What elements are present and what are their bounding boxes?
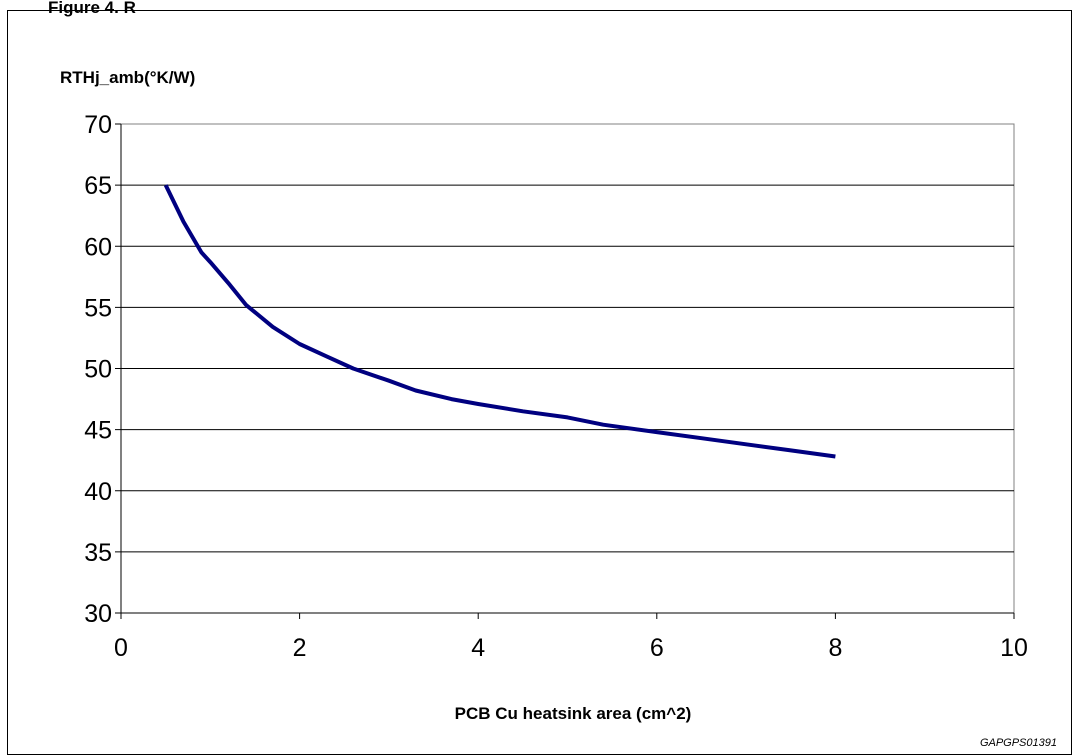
x-tick-label: 4 bbox=[471, 634, 485, 662]
figure-frame: Figure 4. R RTHj_amb(°K/W) 30 35 40 45 50 55 6… bbox=[7, 0, 1072, 755]
x-tick-label: 10 bbox=[1000, 634, 1028, 662]
y-tick-label: 45 bbox=[84, 417, 112, 445]
y-tick-label: 30 bbox=[84, 600, 112, 628]
figure-code: GAPGPS01391 bbox=[979, 737, 1057, 749]
x-axis-label: PCB Cu heatsink area (cm^2) bbox=[454, 704, 692, 723]
y-tick-label: 40 bbox=[84, 478, 112, 506]
y-tick-label: 35 bbox=[84, 539, 112, 567]
y-axis-label: RTHj_amb(°K/W) bbox=[60, 68, 196, 87]
x-tick-label: 2 bbox=[293, 634, 307, 662]
series-line bbox=[163, 184, 836, 459]
y-tick-label: 60 bbox=[84, 233, 112, 261]
figure-title: Figure 4. R bbox=[48, 0, 136, 17]
x-tick-label: 8 bbox=[828, 634, 842, 662]
line-chart: 30 35 40 45 50 55 60 65 70 0 2 4 6 8 10 bbox=[84, 111, 1028, 662]
y-tick-label: 55 bbox=[84, 294, 112, 322]
x-tick-label: 6 bbox=[650, 634, 664, 662]
y-tick-label: 65 bbox=[84, 172, 112, 200]
y-tick-label: 50 bbox=[84, 356, 112, 384]
y-tick-label: 70 bbox=[84, 111, 112, 139]
x-tick-label: 0 bbox=[114, 634, 128, 662]
